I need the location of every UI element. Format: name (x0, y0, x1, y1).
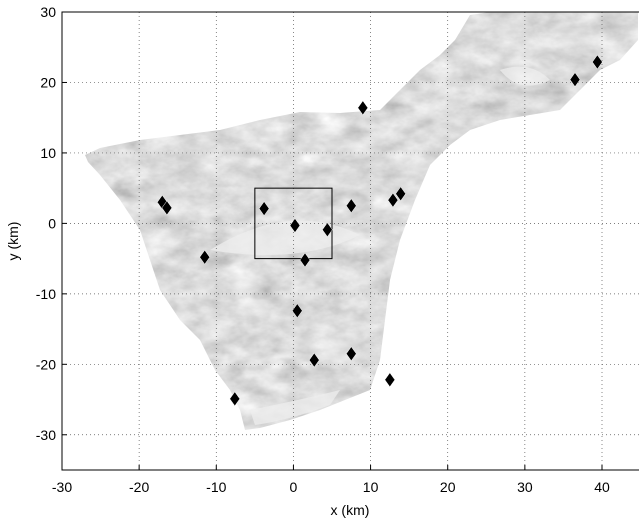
page: {"chart_data": {"type": "scatter", "xlab… (0, 0, 639, 532)
chart: x (km) y (km) -30 -20 -10 0 10 20 30 40 -30 -20 -1… (0, 0, 639, 527)
x-tick-label: -30 (52, 479, 72, 495)
y-tick-label: 0 (48, 215, 56, 231)
point (385, 373, 395, 387)
x-tick-label: 30 (517, 479, 533, 495)
y-tick-label: -10 (36, 286, 56, 302)
x-tick-label: 0 (290, 479, 298, 495)
x-tick-label: 40 (594, 479, 610, 495)
y-tick-label: 20 (40, 74, 56, 90)
x-tick-label: 10 (363, 479, 379, 495)
x-tick-label: 20 (440, 479, 456, 495)
x-axis-label: x (km) (331, 502, 370, 518)
y-tick-label: -30 (36, 427, 56, 443)
y-tick-label: 10 (40, 145, 56, 161)
x-tick-label: -10 (206, 479, 226, 495)
y-tick-label: -20 (36, 356, 56, 372)
x-tick-label: -20 (129, 479, 149, 495)
relief-map (60, 10, 639, 470)
y-axis-label: y (km) (5, 222, 21, 261)
relief-texture (60, 10, 639, 470)
y-tick-label: 30 (40, 4, 56, 20)
